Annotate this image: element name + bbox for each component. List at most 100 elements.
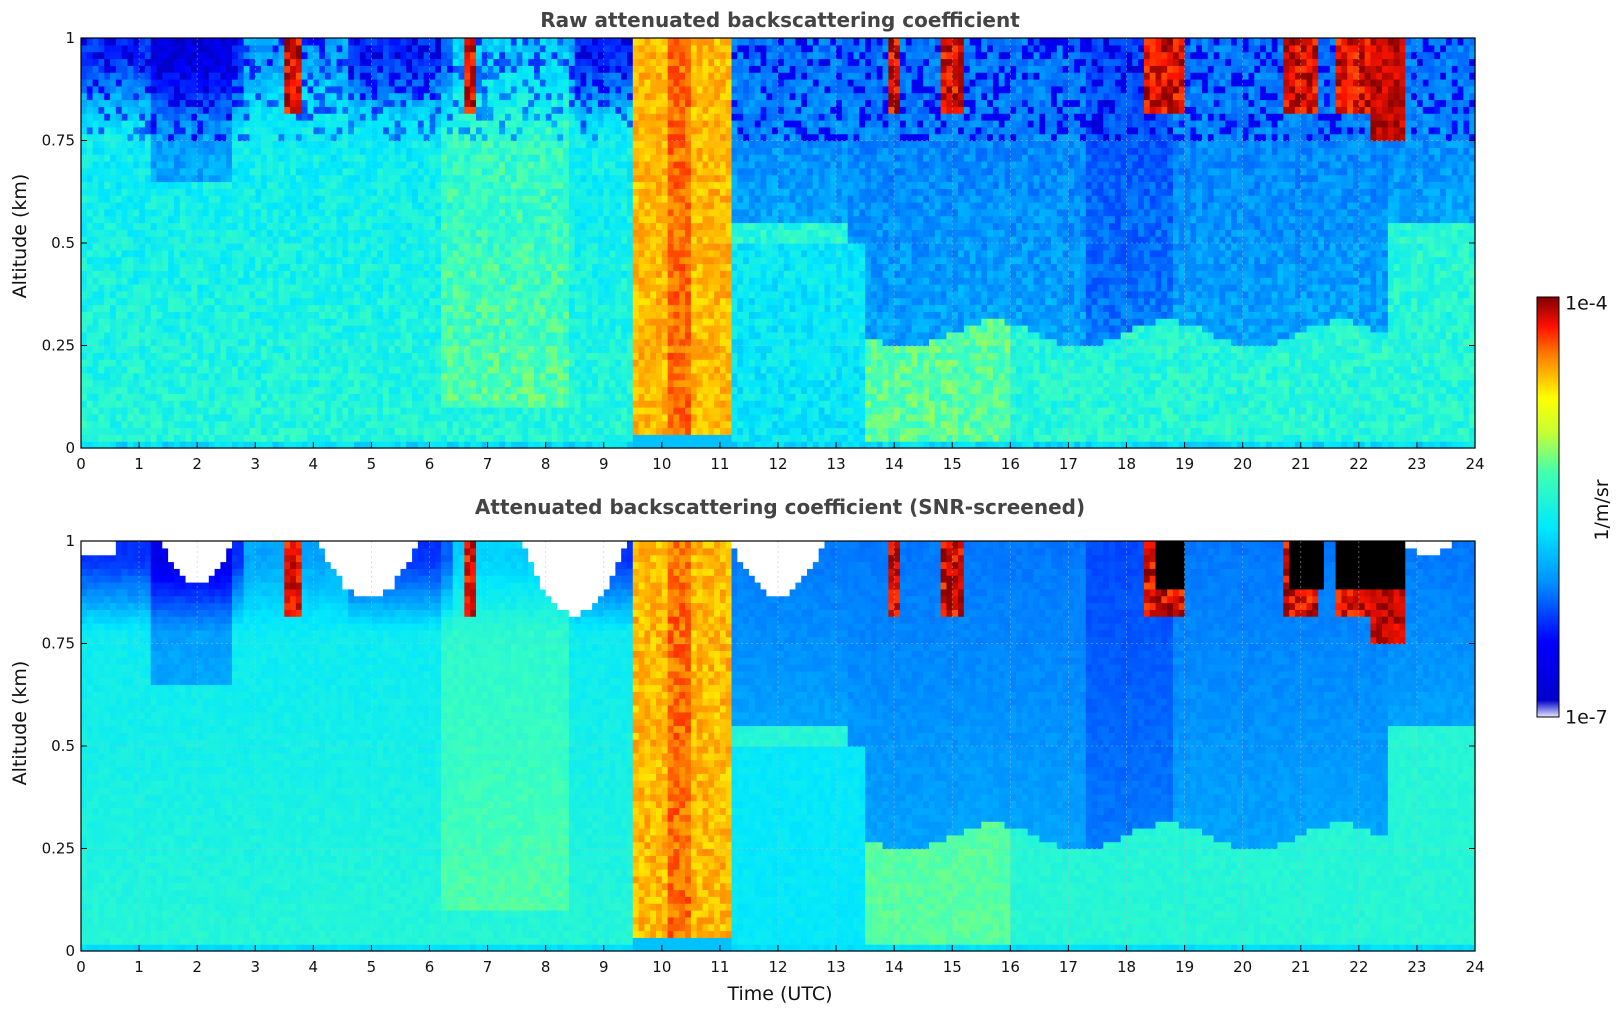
heatmap-cell: [157, 325, 163, 332]
heatmap-cell: [122, 428, 128, 435]
heatmap-cell: [186, 387, 192, 394]
heatmap-cell: [98, 332, 104, 339]
heatmap-cell: [93, 59, 99, 66]
heatmap-cell: [209, 407, 215, 414]
heatmap-cell: [127, 414, 133, 421]
heatmap-cell: [209, 209, 215, 216]
heatmap-cell: [122, 175, 128, 182]
heatmap-cell: [215, 106, 221, 113]
heatmap-cell: [162, 161, 168, 168]
heatmap-cell: [133, 154, 139, 161]
heatmap-cell: [162, 284, 168, 291]
heatmap-cell: [87, 38, 93, 45]
heatmap-cell: [168, 147, 174, 154]
heatmap-cell: [81, 175, 87, 182]
heatmap-cell: [174, 291, 180, 298]
heatmap-cell: [151, 421, 157, 428]
heatmap-cell: [209, 202, 215, 209]
heatmap-cell: [116, 318, 122, 325]
heatmap-cell: [162, 106, 168, 113]
heatmap-cell: [209, 305, 215, 312]
heatmap-cell: [203, 182, 209, 189]
heatmap-cell: [157, 79, 163, 86]
heatmap-cell: [168, 223, 174, 230]
heatmap-cell: [81, 141, 87, 148]
heatmap-cell: [93, 243, 99, 250]
heatmap-cell: [87, 168, 93, 175]
heatmap-cell: [104, 325, 110, 332]
heatmap-cell: [93, 229, 99, 236]
heatmap-cell: [197, 359, 203, 366]
heatmap-cell: [145, 182, 151, 189]
heatmap-cell: [186, 86, 192, 93]
heatmap-cell: [104, 243, 110, 250]
heatmap-cell: [87, 134, 93, 141]
heatmap-cell: [162, 72, 168, 79]
heatmap-cell: [122, 113, 128, 120]
heatmap-cell: [197, 52, 203, 59]
heatmap-cell: [116, 339, 122, 346]
heatmap-cell: [186, 229, 192, 236]
heatmap-cell: [180, 147, 186, 154]
heatmap-cell: [104, 352, 110, 359]
heatmap-cell: [197, 59, 203, 66]
heatmap-cell: [162, 400, 168, 407]
heatmap-cell: [87, 366, 93, 373]
heatmap-cell: [157, 161, 163, 168]
heatmap-cell: [191, 284, 197, 291]
heatmap-cell: [104, 86, 110, 93]
heatmap-cell: [191, 387, 197, 394]
heatmap-cell: [81, 380, 87, 387]
heatmap-cell: [168, 400, 174, 407]
heatmap-cell: [157, 113, 163, 120]
heatmap-cell: [197, 195, 203, 202]
heatmap-cell: [157, 175, 163, 182]
heatmap-cell: [122, 120, 128, 127]
heatmap-cell: [186, 366, 192, 373]
heatmap-cell: [110, 86, 116, 93]
heatmap-cell: [104, 147, 110, 154]
heatmap-cell: [98, 339, 104, 346]
heatmap-cell: [87, 209, 93, 216]
heatmap-cell: [98, 79, 104, 86]
heatmap-cell: [104, 346, 110, 353]
heatmap-cell: [162, 188, 168, 195]
heatmap-cell: [157, 243, 163, 250]
heatmap-cell: [186, 414, 192, 421]
heatmap-cell: [110, 257, 116, 264]
heatmap-cell: [174, 380, 180, 387]
heatmap-cell: [197, 202, 203, 209]
heatmap-cell: [197, 277, 203, 284]
heatmap-cell: [81, 407, 87, 414]
heatmap-cell: [122, 161, 128, 168]
heatmap-cell: [203, 393, 209, 400]
heatmap-cell: [127, 325, 133, 332]
heatmap-cell: [145, 175, 151, 182]
heatmap-cell: [110, 250, 116, 257]
heatmap-cell: [151, 202, 157, 209]
heatmap-cell: [203, 305, 209, 312]
heatmap-cell: [104, 141, 110, 148]
heatmap-cell: [122, 65, 128, 72]
heatmap-cell: [122, 284, 128, 291]
heatmap-cell: [93, 421, 99, 428]
heatmap-cell: [174, 434, 180, 441]
heatmap-cell: [127, 359, 133, 366]
heatmap-cell: [122, 100, 128, 107]
heatmap-cell: [104, 38, 110, 45]
heatmap-cell: [145, 428, 151, 435]
heatmap-cell: [122, 243, 128, 250]
heatmap-cell: [197, 373, 203, 380]
heatmap-cell: [116, 400, 122, 407]
heatmap-cell: [197, 168, 203, 175]
heatmap-cell: [87, 393, 93, 400]
heatmap-cell: [139, 86, 145, 93]
heatmap-cell: [209, 393, 215, 400]
heatmap-cell: [133, 387, 139, 394]
heatmap-cell: [168, 127, 174, 134]
heatmap-cell: [127, 387, 133, 394]
heatmap-cell: [151, 250, 157, 257]
heatmap-cell: [168, 270, 174, 277]
heatmap-cell: [110, 161, 116, 168]
heatmap-cell: [139, 366, 145, 373]
